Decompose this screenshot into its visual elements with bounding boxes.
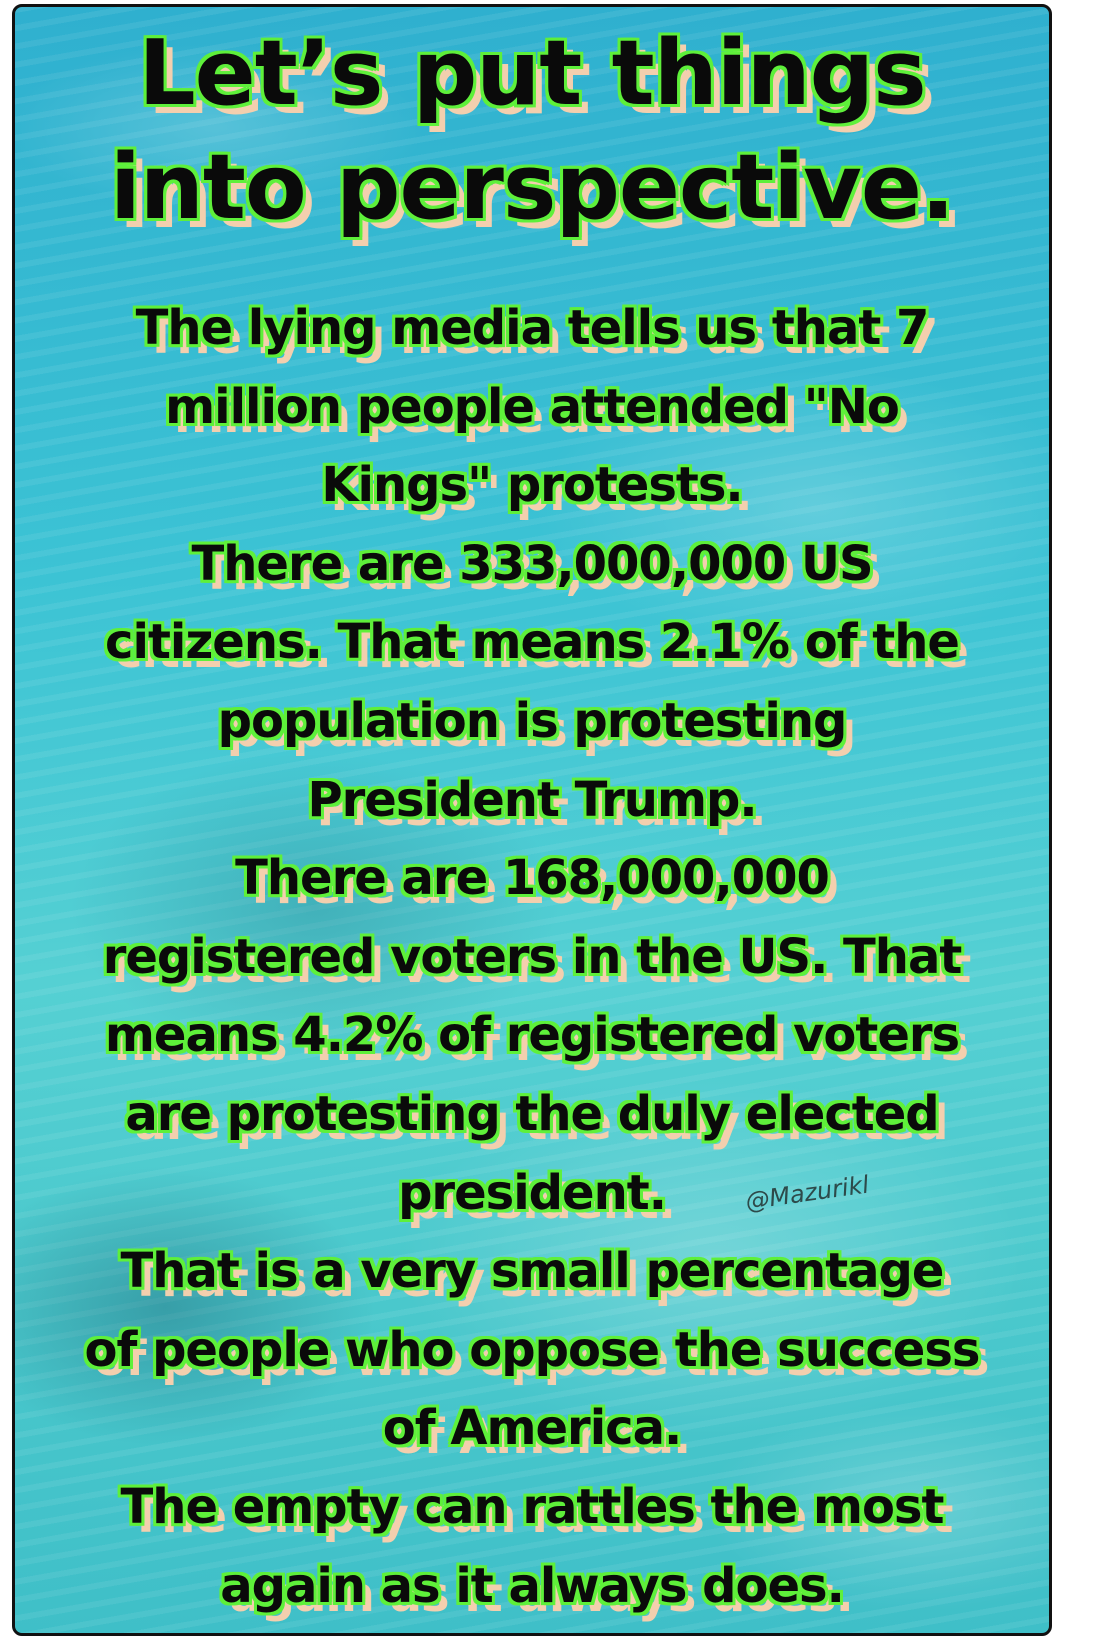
body-line: of America. [382, 1400, 682, 1457]
body-line: means 4.2% of registered voters [104, 1007, 960, 1064]
body-line: registered voters in the US. That [102, 928, 963, 985]
headline-line: Let’s put things [138, 21, 926, 126]
body-line: population is protesting [217, 692, 848, 749]
body-line: Kings" protests. [321, 457, 743, 514]
body-line: million people attended "No [165, 378, 900, 435]
body-text: The lying media tells us that 7 million … [15, 289, 1049, 1625]
body-line: There are 333,000,000 US [191, 535, 873, 592]
body-line: The lying media tells us that 7 [135, 300, 930, 356]
body-line: president. [398, 1164, 667, 1221]
body-line: citizens. That means 2.1% of the [105, 614, 960, 671]
headline: Let’s put things into perspective. [15, 17, 1049, 245]
body-line: of people who oppose the success [84, 1321, 981, 1378]
meme-card: Let’s put things into perspective. The l… [12, 4, 1052, 1636]
body-line: President Trump. [307, 771, 757, 828]
body-line: The empty can rattles the most [120, 1478, 945, 1535]
body-line: are protesting the duly elected [125, 1085, 939, 1142]
body-line: again as it always does. [220, 1557, 845, 1614]
body-line: There are 168,000,000 [235, 850, 830, 907]
body-line: That is a very small percentage [120, 1243, 945, 1300]
headline-line: into perspective. [109, 135, 955, 240]
